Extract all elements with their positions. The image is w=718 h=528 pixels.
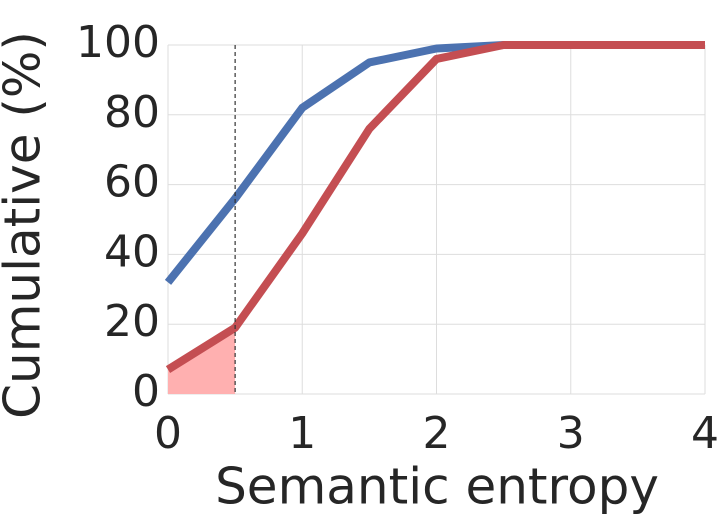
y-tick-label: 60 — [104, 157, 160, 208]
y-tick-label: 100 — [76, 17, 160, 68]
x-tick-label: 4 — [691, 408, 718, 459]
x-tick-label: 1 — [288, 408, 316, 459]
y-tick-label: 0 — [132, 366, 160, 417]
y-axis-label: Cumulative (%) — [0, 31, 52, 419]
shaded-area — [168, 327, 236, 394]
y-tick-label: 40 — [104, 226, 160, 277]
y-tick-label: 80 — [104, 87, 160, 138]
x-axis-label: Semantic entropy — [215, 458, 659, 516]
x-tick-label: 0 — [154, 408, 182, 459]
x-tick-label: 3 — [557, 408, 585, 459]
x-tick-label: 2 — [423, 408, 451, 459]
y-tick-label: 20 — [104, 296, 160, 347]
line — [165, 41, 705, 373]
